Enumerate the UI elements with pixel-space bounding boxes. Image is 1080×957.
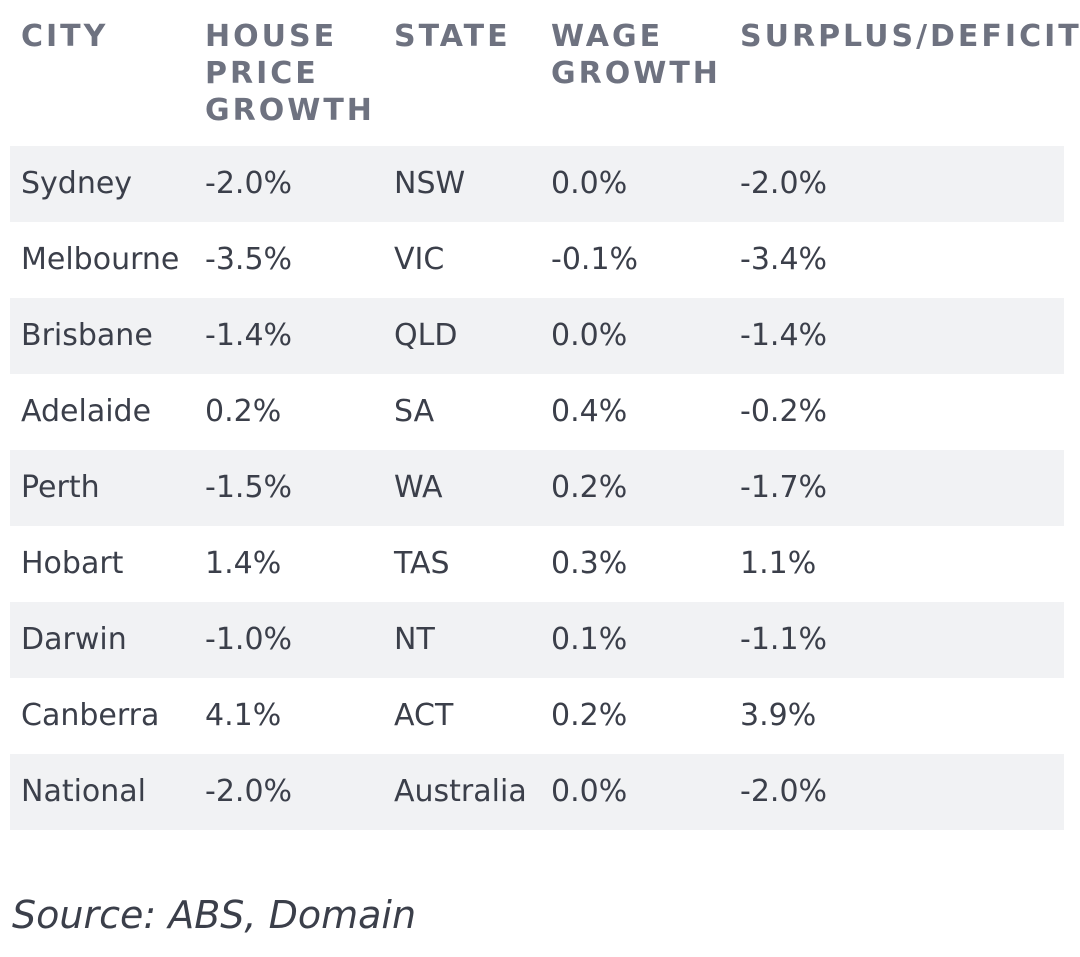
data-table: CITY HOUSE PRICE GROWTH STATE WAGE GROWT… [10, 0, 1079, 830]
cell-wage-growth: 0.0% [551, 318, 628, 353]
cell-surplus-deficit: -2.0% [740, 166, 828, 201]
table-row: Melbourne -3.5% VIC -0.1% -3.4% [10, 222, 1064, 298]
cell-house-price-growth: -3.5% [205, 242, 293, 277]
cell-state: SA [394, 394, 435, 429]
table-row: National -2.0% Australia 0.0% -2.0% [10, 754, 1064, 830]
cell-house-price-growth: 4.1% [205, 698, 282, 733]
cell-house-price-growth: -1.0% [205, 622, 293, 657]
cell-surplus-deficit: 3.9% [740, 698, 817, 733]
cell-city: Hobart [21, 546, 124, 581]
cell-city: Brisbane [21, 318, 153, 353]
column-header-wage-growth: WAGE GROWTH [551, 19, 721, 91]
table-row: Canberra 4.1% ACT 0.2% 3.9% [10, 678, 1064, 754]
cell-surplus-deficit: -1.4% [740, 318, 828, 353]
column-header-surplus-deficit: SURPLUS/DEFICIT [740, 19, 1080, 54]
cell-house-price-growth: 0.2% [205, 394, 282, 429]
cell-city: Perth [21, 470, 100, 505]
cell-surplus-deficit: -0.2% [740, 394, 828, 429]
cell-state: Australia [394, 774, 527, 809]
cell-surplus-deficit: -3.4% [740, 242, 828, 277]
cell-wage-growth: 0.3% [551, 546, 628, 581]
cell-city: Darwin [21, 622, 127, 657]
cell-state: ACT [394, 698, 454, 733]
cell-house-price-growth: 1.4% [205, 546, 282, 581]
table-row: Brisbane -1.4% QLD 0.0% -1.4% [10, 298, 1064, 374]
cell-wage-growth: 0.1% [551, 622, 628, 657]
cell-surplus-deficit: 1.1% [740, 546, 817, 581]
cell-wage-growth: 0.0% [551, 166, 628, 201]
cell-wage-growth: -0.1% [551, 242, 639, 277]
table-header: CITY HOUSE PRICE GROWTH STATE WAGE GROWT… [10, 0, 1079, 146]
column-header-city: CITY [21, 19, 109, 54]
cell-house-price-growth: -2.0% [205, 166, 293, 201]
cell-city: Melbourne [21, 242, 180, 277]
cell-wage-growth: 0.4% [551, 394, 628, 429]
cell-wage-growth: 0.2% [551, 698, 628, 733]
cell-state: WA [394, 470, 443, 505]
cell-surplus-deficit: -1.7% [740, 470, 828, 505]
table-row: Darwin -1.0% NT 0.1% -1.1% [10, 602, 1064, 678]
cell-surplus-deficit: -2.0% [740, 774, 828, 809]
cell-house-price-growth: -1.4% [205, 318, 293, 353]
cell-city: National [21, 774, 147, 809]
cell-state: TAS [394, 546, 450, 581]
table-row: Adelaide 0.2% SA 0.4% -0.2% [10, 374, 1064, 450]
source-caption: Source: ABS, Domain [12, 893, 417, 937]
cell-city: Sydney [21, 166, 133, 201]
cell-wage-growth: 0.2% [551, 470, 628, 505]
column-header-house-price-growth: HOUSE PRICE GROWTH [205, 19, 375, 128]
cell-state: VIC [394, 242, 445, 277]
cell-state: NT [394, 622, 435, 657]
cell-house-price-growth: -1.5% [205, 470, 293, 505]
cell-state: NSW [394, 166, 466, 201]
cell-city: Canberra [21, 698, 160, 733]
cell-state: QLD [394, 318, 458, 353]
cell-surplus-deficit: -1.1% [740, 622, 828, 657]
table-row: Perth -1.5% WA 0.2% -1.7% [10, 450, 1064, 526]
cell-city: Adelaide [21, 394, 152, 429]
column-header-state: STATE [394, 19, 511, 54]
cell-house-price-growth: -2.0% [205, 774, 293, 809]
table-row: Hobart 1.4% TAS 0.3% 1.1% [10, 526, 1064, 602]
cell-wage-growth: 0.0% [551, 774, 628, 809]
table-row: Sydney -2.0% NSW 0.0% -2.0% [10, 146, 1064, 222]
